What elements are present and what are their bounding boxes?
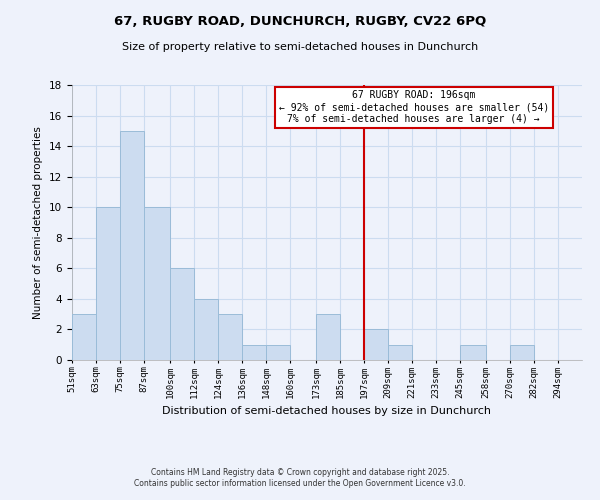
Bar [242,344,266,360]
Text: Contains HM Land Registry data © Crown copyright and database right 2025.
Contai: Contains HM Land Registry data © Crown c… [134,468,466,487]
Bar [460,344,486,360]
Bar [364,330,388,360]
Bar [72,314,96,360]
Bar [194,299,218,360]
Bar [144,207,170,360]
Text: 67 RUGBY ROAD: 196sqm
← 92% of semi-detached houses are smaller (54)
7% of semi-: 67 RUGBY ROAD: 196sqm ← 92% of semi-deta… [278,90,549,124]
Bar [510,344,534,360]
Bar [120,131,144,360]
X-axis label: Distribution of semi-detached houses by size in Dunchurch: Distribution of semi-detached houses by … [163,406,491,416]
Bar [170,268,194,360]
Bar [218,314,242,360]
Bar [266,344,290,360]
Text: Size of property relative to semi-detached houses in Dunchurch: Size of property relative to semi-detach… [122,42,478,52]
Bar [96,207,120,360]
Y-axis label: Number of semi-detached properties: Number of semi-detached properties [34,126,43,319]
Text: 67, RUGBY ROAD, DUNCHURCH, RUGBY, CV22 6PQ: 67, RUGBY ROAD, DUNCHURCH, RUGBY, CV22 6… [114,15,486,28]
Bar [388,344,412,360]
Bar [316,314,340,360]
